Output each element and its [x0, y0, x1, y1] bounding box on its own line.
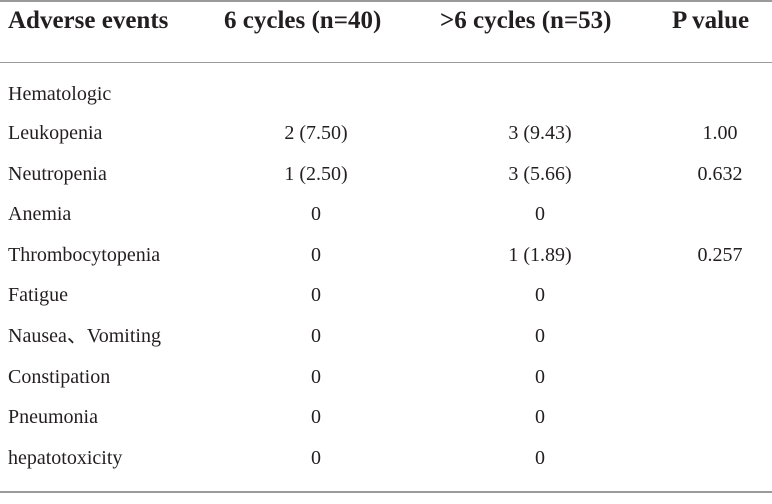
- row-6-cycles-value: 0: [311, 325, 321, 347]
- row-more-than-6-cycles-value: 3 (5.66): [508, 163, 572, 185]
- row-label: Anemia: [8, 203, 72, 225]
- table-row: Anemia 0 0: [0, 194, 772, 234]
- header-more-than-6-cycles: >6 cycles (n=53): [440, 7, 612, 34]
- row-more-than-6-cycles-value: 0: [535, 325, 545, 347]
- row-label: Nausea、Vomiting: [8, 325, 161, 347]
- table-header-rule: [0, 62, 772, 63]
- header-6-cycles: 6 cycles (n=40): [224, 7, 382, 34]
- header-adverse-events: Adverse events: [8, 7, 169, 34]
- row-more-than-6-cycles-value: 0: [535, 366, 545, 388]
- table-row: Fatigue 0 0: [0, 275, 772, 315]
- table-row: hepatotoxicity 0 0: [0, 438, 772, 478]
- row-p-value: [660, 438, 772, 478]
- row-p-value: 1.00: [702, 122, 738, 144]
- row-label: Constipation: [8, 366, 111, 388]
- row-p-value: [660, 357, 772, 397]
- row-6-cycles-value: 0: [311, 284, 321, 306]
- row-label: hepatotoxicity: [8, 447, 123, 469]
- row-more-than-6-cycles-value: 0: [535, 284, 545, 306]
- table-row: Thrombocytopenia 0 1 (1.89) 0.257: [0, 235, 772, 275]
- row-6-cycles-value: 2 (7.50): [284, 122, 348, 144]
- header-p-value: P value: [672, 7, 750, 34]
- table-row: Neutropenia 1 (2.50) 3 (5.66) 0.632: [0, 154, 772, 194]
- row-more-than-6-cycles-value: 0: [535, 406, 545, 428]
- row-more-than-6-cycles-value: 0: [535, 203, 545, 225]
- table-bottom-rule: [0, 491, 772, 493]
- row-6-cycles-value: 0: [311, 447, 321, 469]
- table-row: Nausea、Vomiting 0 0: [0, 316, 772, 356]
- row-more-than-6-cycles-value: 0: [535, 447, 545, 469]
- row-label: Pneumonia: [8, 406, 98, 428]
- table-row: Leukopenia 2 (7.50) 3 (9.43) 1.00: [0, 113, 772, 153]
- row-label: Leukopenia: [8, 122, 103, 144]
- row-more-than-6-cycles-value: 3 (9.43): [508, 122, 572, 144]
- row-p-value: [660, 397, 772, 437]
- row-label: Neutropenia: [8, 163, 107, 185]
- table-row: Pneumonia 0 0: [0, 397, 772, 437]
- row-p-value: [660, 194, 772, 234]
- section-label-hematologic: Hematologic: [8, 83, 112, 105]
- row-p-value: [660, 316, 772, 356]
- row-label: Fatigue: [8, 284, 68, 306]
- row-p-value: 0.632: [697, 163, 743, 185]
- table-row: Constipation 0 0: [0, 357, 772, 397]
- row-more-than-6-cycles-value: 1 (1.89): [508, 244, 572, 266]
- row-6-cycles-value: 0: [311, 366, 321, 388]
- row-6-cycles-value: 0: [311, 244, 321, 266]
- row-p-value: 0.257: [697, 244, 743, 266]
- row-6-cycles-value: 0: [311, 406, 321, 428]
- section-row: Hematologic: [0, 74, 772, 114]
- row-6-cycles-value: 1 (2.50): [284, 163, 348, 185]
- row-label: Thrombocytopenia: [8, 244, 161, 266]
- table-top-rule: [0, 0, 772, 2]
- row-6-cycles-value: 0: [311, 203, 321, 225]
- row-p-value: [660, 275, 772, 315]
